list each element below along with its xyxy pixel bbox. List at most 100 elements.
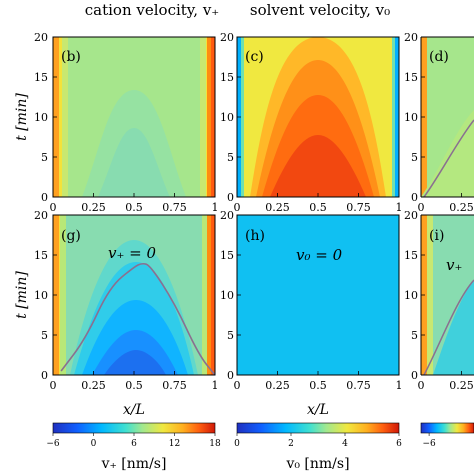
ytick-label: 20: [34, 31, 48, 44]
panel-g-ylabel: t [min]: [14, 271, 30, 319]
title-cation-velocity: cation velocity, v₊: [85, 1, 219, 19]
panel-c-right-edge: [395, 37, 399, 197]
ytick-label: 15: [220, 71, 234, 84]
xtick-label: 0.25: [449, 379, 474, 392]
colorbar-partial: [420, 422, 474, 434]
xtick-label: 1: [396, 379, 403, 392]
colorbar-tick-label: 6: [131, 439, 137, 449]
xtick-label: 0.25: [81, 379, 106, 392]
panel-h-label: (h): [245, 228, 265, 244]
xtick-label: 0.5: [309, 201, 327, 214]
ytick-label: 5: [41, 151, 48, 164]
colorbar-tick-label: 6: [396, 439, 402, 449]
panel-g-band-8: [104, 350, 166, 375]
panel-b-right-edge-2: [211, 37, 215, 197]
ytick-label: 0: [41, 369, 48, 382]
xtick-label: 0.25: [265, 379, 290, 392]
panel-b-band-5: [98, 128, 170, 197]
panel-i-band-3: [433, 280, 474, 375]
xtick-label: 0.5: [309, 379, 327, 392]
ytick-label: 15: [404, 249, 418, 262]
colorbar-tick-label: 0: [234, 439, 240, 449]
ytick-label: 0: [41, 191, 48, 204]
ytick-label: 0: [227, 191, 234, 204]
ytick-label: 15: [34, 249, 48, 262]
xtick-label: 0: [234, 379, 241, 392]
colorbar-ticks: −6 0 6 12 18 0 2 4 6 −6: [46, 433, 436, 449]
panel-c-label: (c): [245, 49, 264, 65]
ytick-label: 20: [220, 209, 234, 222]
xtick-label: 0.25: [81, 201, 106, 214]
panel-h-heatmap: [237, 215, 399, 375]
colorbar-tick-label: −6: [46, 439, 60, 449]
panel-i-contour: [423, 279, 474, 375]
ytick-label: 10: [220, 289, 234, 302]
colorbar-tick-label: 0: [91, 439, 97, 449]
ytick-label: 10: [34, 111, 48, 124]
panel-g-xlabel: x/L: [123, 402, 145, 418]
ytick-label: 20: [404, 209, 418, 222]
colorbar-tick-label: 18: [209, 439, 221, 449]
panel-b-label: (b): [61, 49, 81, 65]
xtick-label: 0: [418, 379, 425, 392]
xtick-label: 0: [50, 201, 57, 214]
ytick-label: 5: [411, 329, 418, 342]
xtick-label: 0: [234, 201, 241, 214]
panel-g-label: (g): [61, 228, 81, 244]
panel-d-label: (d): [429, 49, 449, 65]
xtick-label: 0.25: [449, 201, 474, 214]
ytick-label: 5: [227, 151, 234, 164]
ytick-label: 0: [227, 369, 234, 382]
xtick-label: 0.75: [162, 201, 187, 214]
ytick-label: 15: [34, 71, 48, 84]
panel-g-annotation: v₊ = 0: [108, 244, 156, 262]
panel-i-band-2: [427, 215, 433, 375]
panel-h-annotation: v₀ = 0: [296, 246, 343, 264]
panel-c-band-7: [270, 135, 366, 197]
ytick-label: 0: [411, 369, 418, 382]
ytick-label: 15: [220, 249, 234, 262]
ytick-label: 0: [411, 191, 418, 204]
panel-g-right-edge-2: [211, 215, 215, 375]
panel-g-zero-contour: [60, 262, 215, 375]
panel-i-annotation: v₊: [446, 256, 462, 274]
xtick-label: 0.75: [162, 379, 187, 392]
ytick-label: 10: [404, 289, 418, 302]
panel-b-ylabel: t [min]: [14, 93, 30, 141]
xtick-label: 1: [212, 201, 219, 214]
xtick-label: 0.25: [265, 201, 290, 214]
colorbar-tick-label: −6: [422, 439, 436, 449]
ytick-label: 20: [220, 31, 234, 44]
ytick-label: 15: [404, 71, 418, 84]
panel-h-xlabel: x/L: [307, 402, 329, 418]
panel-d-band-2: [421, 110, 474, 197]
colorbar-solvent-label: v₀ [nm/s]: [285, 456, 349, 472]
colorbar-tick-label: 2: [288, 439, 294, 449]
panel-b-heatmap: [53, 37, 215, 197]
panel-i-heatmap: [421, 215, 474, 375]
ytick-label: 5: [411, 151, 418, 164]
title-solvent-velocity: solvent velocity, v₀: [250, 1, 390, 19]
colorbar-tick-label: 4: [342, 439, 348, 449]
ytick-label: 10: [404, 111, 418, 124]
xtick-label: 1: [396, 201, 403, 214]
xtick-label: 0.5: [125, 201, 143, 214]
colorbar-solvent: [236, 422, 400, 434]
panel-c-heatmap: [237, 37, 399, 197]
ytick-label: 5: [227, 329, 234, 342]
colorbar-tick-label: 12: [169, 439, 180, 449]
xtick-label: 1: [212, 379, 219, 392]
xtick-label: 0.5: [125, 379, 143, 392]
xtick-label: 0.75: [346, 379, 371, 392]
ytick-label: 20: [34, 209, 48, 222]
colorbar-cation: [52, 422, 216, 434]
ytick-label: 20: [404, 31, 418, 44]
panel-g-heatmap: [53, 215, 215, 375]
ytick-label: 5: [41, 329, 48, 342]
ytick-label: 10: [220, 111, 234, 124]
xtick-label: 0.75: [346, 201, 371, 214]
ytick-label: 10: [34, 289, 48, 302]
colorbar-cation-label: v₊ [nm/s]: [101, 456, 167, 472]
